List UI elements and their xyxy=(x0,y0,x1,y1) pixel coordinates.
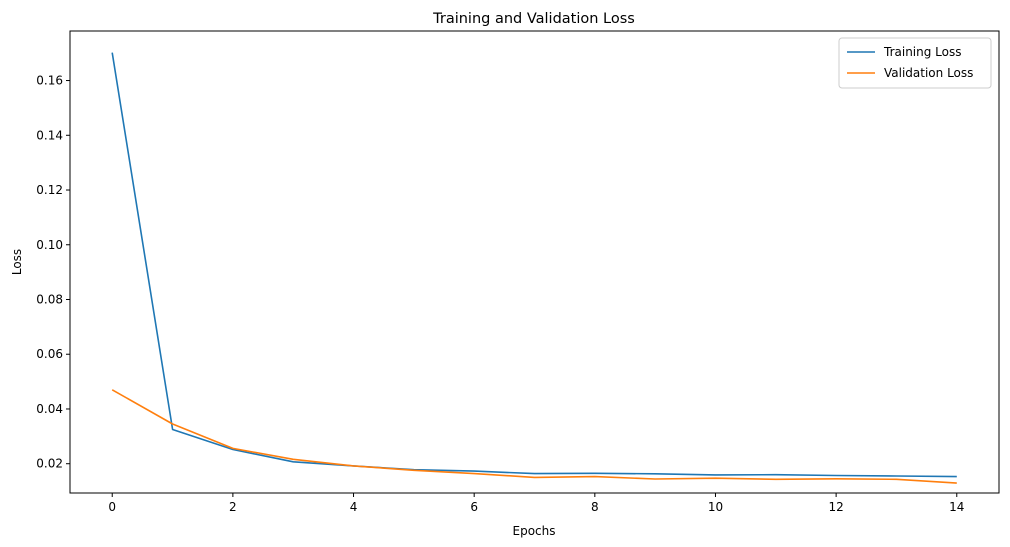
x-axis-title: Epochs xyxy=(513,524,556,538)
training-loss-line xyxy=(111,52,957,478)
y-tick-label: 0.04 xyxy=(36,402,63,416)
y-tick-label: 0.16 xyxy=(36,74,63,88)
x-tick-label: 4 xyxy=(350,500,358,514)
x-tick-label: 6 xyxy=(470,500,478,514)
x-tick-label: 14 xyxy=(949,500,964,514)
x-tick-label: 8 xyxy=(591,500,599,514)
x-tick-label: 0 xyxy=(108,500,116,514)
y-tick-label: 0.12 xyxy=(36,183,63,197)
x-tick-label: 12 xyxy=(828,500,843,514)
y-axis-title: Loss xyxy=(10,249,24,275)
legend-label-training-loss: Training Loss xyxy=(883,45,961,59)
legend-label-validation-loss: Validation Loss xyxy=(884,66,973,80)
y-tick-label: 0.08 xyxy=(36,292,63,306)
legend-box xyxy=(838,37,992,89)
y-tick-label: 0.10 xyxy=(36,238,63,252)
chart-title: Training and Validation Loss xyxy=(432,11,635,27)
plot-frame xyxy=(69,30,1000,494)
y-tick-label: 0.02 xyxy=(36,457,63,471)
legend: Training Loss Validation Loss xyxy=(838,37,992,89)
series-layer xyxy=(111,52,957,484)
x-tick-label: 2 xyxy=(229,500,237,514)
y-tick-label: 0.14 xyxy=(36,128,63,142)
validation-loss-line xyxy=(111,389,957,484)
y-tick-label: 0.06 xyxy=(36,347,63,361)
ticks-layer: 0 2 4 6 8 10 12 14 0.02 0.04 0.06 0.08 0.10 0.12 0.14 0… xyxy=(36,74,964,514)
x-tick-label: 10 xyxy=(708,500,723,514)
